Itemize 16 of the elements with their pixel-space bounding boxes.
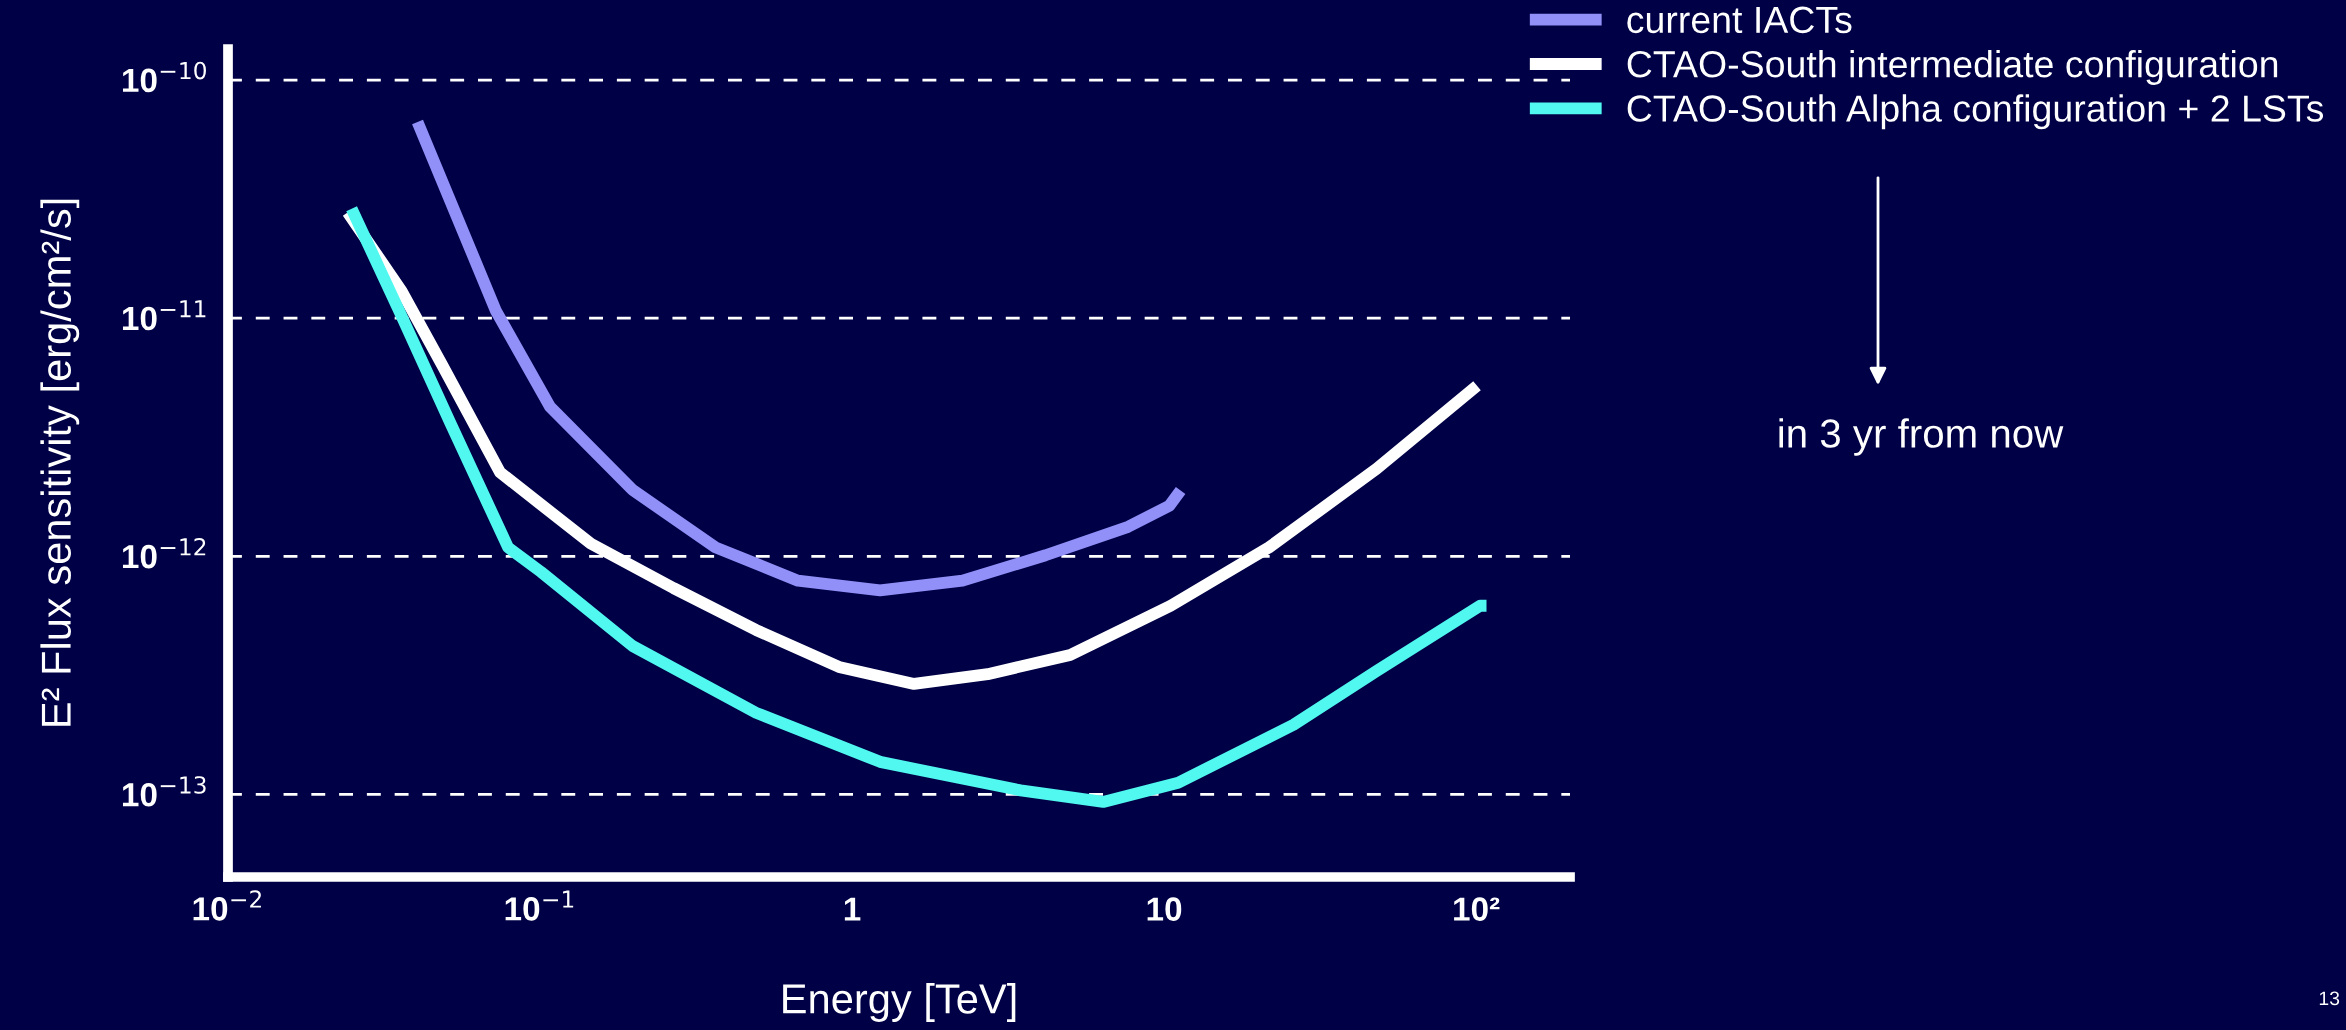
y-axis-title: E² Flux sensitivity [erg/cm²/s]: [40, 199, 80, 726]
x-tick-label: 10$^{−2}$: [193, 890, 261, 921]
y-tick-label: 10$^{−11}$: [122, 300, 206, 331]
legend-label: CTAO-South intermediate configuration: [1627, 49, 2278, 85]
x-tick-label: 1: [844, 897, 861, 921]
x-tick-label: 10²: [1454, 897, 1500, 921]
x-axis-title: Energy [TeV]: [783, 983, 1016, 1022]
legend-label: CTAO-South Alpha configuration + 2 LSTs: [1627, 94, 2324, 130]
x-tick-label: 10: [1147, 897, 1182, 921]
text: 13: [2319, 991, 2340, 1006]
legend-label: current IACTs: [1627, 6, 1852, 34]
y-tick-label: 10$^{−12}$: [122, 538, 206, 569]
y-tick-label: 10$^{−13}$: [122, 776, 206, 807]
x-tick-label: 10$^{−1}$: [505, 890, 574, 921]
text: in 3 yr from now: [1779, 418, 2064, 456]
y-tick-label: 10$^{−10}$: [122, 61, 206, 93]
